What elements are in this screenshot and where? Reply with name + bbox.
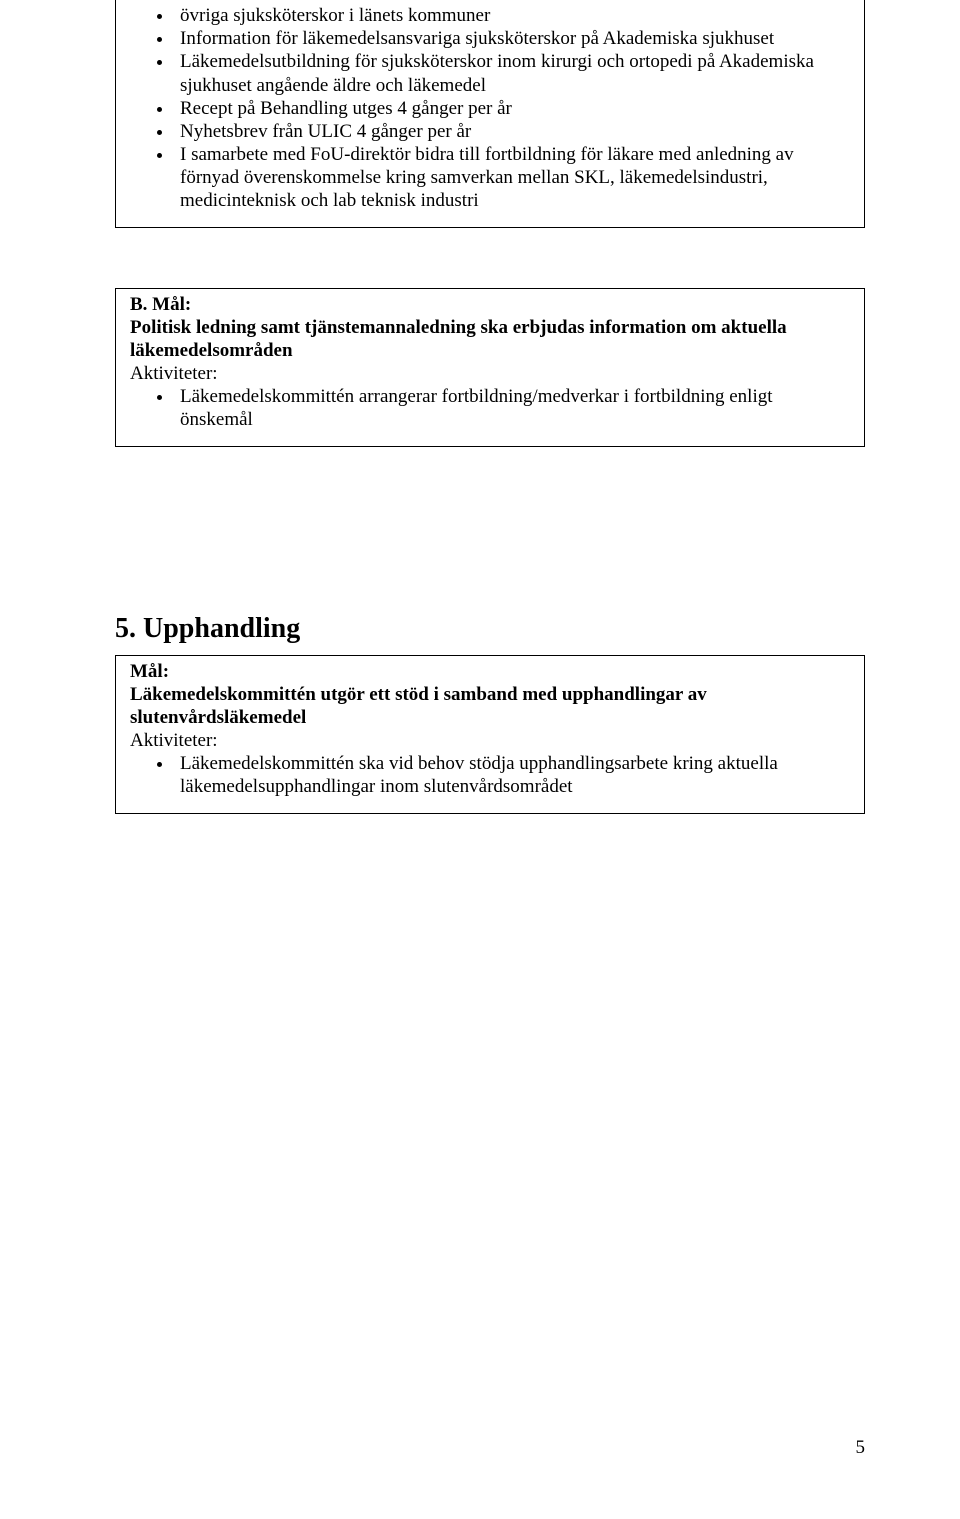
list-item: I samarbete med FoU-direktör bidra till …: [174, 143, 850, 213]
list-item: Information för läkemedelsansvariga sjuk…: [174, 27, 850, 50]
list-item: Nyhetsbrev från ULIC 4 gånger per år: [174, 120, 850, 143]
box-b-mal: B. Mål: Politisk ledning samt tjänsteman…: [115, 288, 865, 447]
bullet-list: övriga sjuksköterskor i länets kommuner …: [130, 4, 850, 213]
list-item: Recept på Behandling utges 4 gånger per …: [174, 97, 850, 120]
bullet-list: Läkemedelskommittén arrangerar fortbildn…: [130, 385, 850, 431]
list-item: övriga sjuksköterskor i länets kommuner: [174, 4, 850, 27]
list-item: Läkemedelskommittén ska vid behov stödja…: [174, 752, 850, 798]
mal-label: Mål:: [130, 660, 850, 683]
activities-label: Aktiviteter:: [130, 729, 850, 752]
box-upphandling: Mål: Läkemedelskommittén utgör ett stöd …: [115, 655, 865, 814]
section-heading-upphandling: 5. Upphandling: [115, 573, 865, 645]
page-number: 5: [856, 1437, 866, 1459]
intro-text: Politisk ledning samt tjänstemannalednin…: [130, 316, 850, 362]
bullet-list: Läkemedelskommittén ska vid behov stödja…: [130, 752, 850, 798]
intro-text: Läkemedelskommittén utgör ett stöd i sam…: [130, 683, 850, 729]
heading-b-mal: B. Mål:: [130, 293, 850, 316]
list-item: Läkemedelsutbildning för sjuksköterskor …: [174, 50, 850, 96]
page: övriga sjuksköterskor i länets kommuner …: [0, 0, 960, 1519]
box-continuation: övriga sjuksköterskor i länets kommuner …: [115, 0, 865, 228]
activities-label: Aktiviteter:: [130, 362, 850, 385]
list-item: Läkemedelskommittén arrangerar fortbildn…: [174, 385, 850, 431]
